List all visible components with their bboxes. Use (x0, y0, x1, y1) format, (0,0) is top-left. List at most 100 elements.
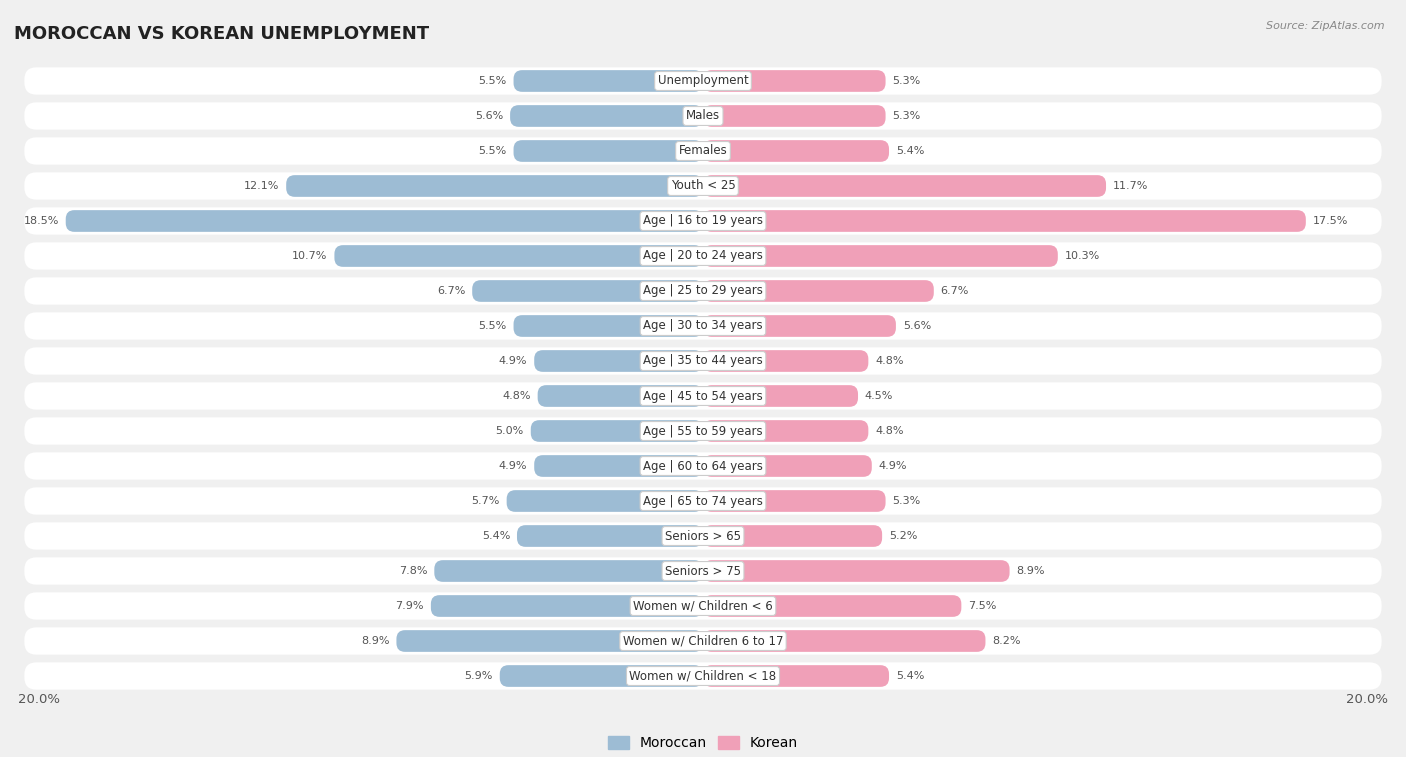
FancyBboxPatch shape (24, 137, 1382, 164)
FancyBboxPatch shape (703, 280, 934, 302)
FancyBboxPatch shape (24, 628, 1382, 655)
Text: 7.5%: 7.5% (969, 601, 997, 611)
Text: Age | 25 to 29 years: Age | 25 to 29 years (643, 285, 763, 298)
Text: 4.9%: 4.9% (499, 356, 527, 366)
Text: 12.1%: 12.1% (243, 181, 280, 191)
FancyBboxPatch shape (703, 105, 886, 127)
Text: 4.9%: 4.9% (499, 461, 527, 471)
Text: 5.4%: 5.4% (896, 671, 924, 681)
Text: 11.7%: 11.7% (1114, 181, 1149, 191)
Text: 20.0%: 20.0% (17, 693, 59, 706)
Text: 5.3%: 5.3% (893, 76, 921, 86)
Text: Age | 35 to 44 years: Age | 35 to 44 years (643, 354, 763, 367)
Text: 6.7%: 6.7% (437, 286, 465, 296)
FancyBboxPatch shape (703, 490, 886, 512)
FancyBboxPatch shape (506, 490, 703, 512)
Text: Source: ZipAtlas.com: Source: ZipAtlas.com (1267, 21, 1385, 31)
FancyBboxPatch shape (703, 315, 896, 337)
FancyBboxPatch shape (703, 70, 886, 92)
FancyBboxPatch shape (703, 455, 872, 477)
Text: 5.2%: 5.2% (889, 531, 917, 541)
Text: 10.3%: 10.3% (1064, 251, 1099, 261)
Text: 5.5%: 5.5% (478, 321, 506, 331)
FancyBboxPatch shape (24, 102, 1382, 129)
Text: 18.5%: 18.5% (24, 216, 59, 226)
Text: 5.6%: 5.6% (475, 111, 503, 121)
Text: 7.8%: 7.8% (399, 566, 427, 576)
Text: 6.7%: 6.7% (941, 286, 969, 296)
FancyBboxPatch shape (287, 175, 703, 197)
FancyBboxPatch shape (703, 350, 869, 372)
FancyBboxPatch shape (534, 455, 703, 477)
FancyBboxPatch shape (24, 242, 1382, 269)
FancyBboxPatch shape (703, 420, 869, 442)
Text: Age | 45 to 54 years: Age | 45 to 54 years (643, 390, 763, 403)
Text: 5.5%: 5.5% (478, 76, 506, 86)
Text: Seniors > 65: Seniors > 65 (665, 529, 741, 543)
FancyBboxPatch shape (513, 315, 703, 337)
Text: Age | 16 to 19 years: Age | 16 to 19 years (643, 214, 763, 228)
FancyBboxPatch shape (531, 420, 703, 442)
FancyBboxPatch shape (24, 67, 1382, 95)
FancyBboxPatch shape (24, 207, 1382, 235)
FancyBboxPatch shape (703, 665, 889, 687)
Text: 4.5%: 4.5% (865, 391, 893, 401)
FancyBboxPatch shape (434, 560, 703, 582)
Text: 4.8%: 4.8% (875, 356, 904, 366)
FancyBboxPatch shape (703, 525, 882, 547)
FancyBboxPatch shape (513, 140, 703, 162)
Text: Age | 60 to 64 years: Age | 60 to 64 years (643, 459, 763, 472)
FancyBboxPatch shape (24, 488, 1382, 515)
FancyBboxPatch shape (703, 140, 889, 162)
FancyBboxPatch shape (703, 630, 986, 652)
Text: Women w/ Children 6 to 17: Women w/ Children 6 to 17 (623, 634, 783, 647)
Text: 4.9%: 4.9% (879, 461, 907, 471)
Text: Age | 65 to 74 years: Age | 65 to 74 years (643, 494, 763, 507)
Text: 5.4%: 5.4% (482, 531, 510, 541)
Text: 5.4%: 5.4% (896, 146, 924, 156)
FancyBboxPatch shape (24, 347, 1382, 375)
Text: Women w/ Children < 18: Women w/ Children < 18 (630, 669, 776, 683)
FancyBboxPatch shape (499, 665, 703, 687)
Text: 5.3%: 5.3% (893, 496, 921, 506)
FancyBboxPatch shape (703, 595, 962, 617)
FancyBboxPatch shape (703, 560, 1010, 582)
Text: Unemployment: Unemployment (658, 74, 748, 88)
Text: Women w/ Children < 6: Women w/ Children < 6 (633, 600, 773, 612)
Text: Females: Females (679, 145, 727, 157)
Text: 5.5%: 5.5% (478, 146, 506, 156)
Text: Age | 20 to 24 years: Age | 20 to 24 years (643, 250, 763, 263)
Text: 5.3%: 5.3% (893, 111, 921, 121)
FancyBboxPatch shape (24, 522, 1382, 550)
Text: Seniors > 75: Seniors > 75 (665, 565, 741, 578)
Text: 17.5%: 17.5% (1313, 216, 1348, 226)
Text: 8.9%: 8.9% (1017, 566, 1045, 576)
FancyBboxPatch shape (396, 630, 703, 652)
Text: Age | 55 to 59 years: Age | 55 to 59 years (643, 425, 763, 438)
FancyBboxPatch shape (703, 245, 1057, 267)
FancyBboxPatch shape (513, 70, 703, 92)
Text: Youth < 25: Youth < 25 (671, 179, 735, 192)
FancyBboxPatch shape (24, 382, 1382, 410)
FancyBboxPatch shape (517, 525, 703, 547)
FancyBboxPatch shape (703, 385, 858, 407)
Text: 10.7%: 10.7% (292, 251, 328, 261)
FancyBboxPatch shape (24, 313, 1382, 340)
Text: 4.8%: 4.8% (502, 391, 531, 401)
FancyBboxPatch shape (472, 280, 703, 302)
Text: 8.2%: 8.2% (993, 636, 1021, 646)
FancyBboxPatch shape (335, 245, 703, 267)
FancyBboxPatch shape (24, 662, 1382, 690)
FancyBboxPatch shape (703, 210, 1306, 232)
Text: 7.9%: 7.9% (395, 601, 425, 611)
FancyBboxPatch shape (24, 417, 1382, 444)
FancyBboxPatch shape (534, 350, 703, 372)
FancyBboxPatch shape (703, 175, 1107, 197)
Text: MOROCCAN VS KOREAN UNEMPLOYMENT: MOROCCAN VS KOREAN UNEMPLOYMENT (14, 25, 429, 43)
FancyBboxPatch shape (24, 593, 1382, 620)
FancyBboxPatch shape (24, 557, 1382, 584)
Text: 4.8%: 4.8% (875, 426, 904, 436)
Legend: Moroccan, Korean: Moroccan, Korean (602, 731, 804, 755)
Text: 5.9%: 5.9% (464, 671, 494, 681)
Text: 5.7%: 5.7% (471, 496, 499, 506)
